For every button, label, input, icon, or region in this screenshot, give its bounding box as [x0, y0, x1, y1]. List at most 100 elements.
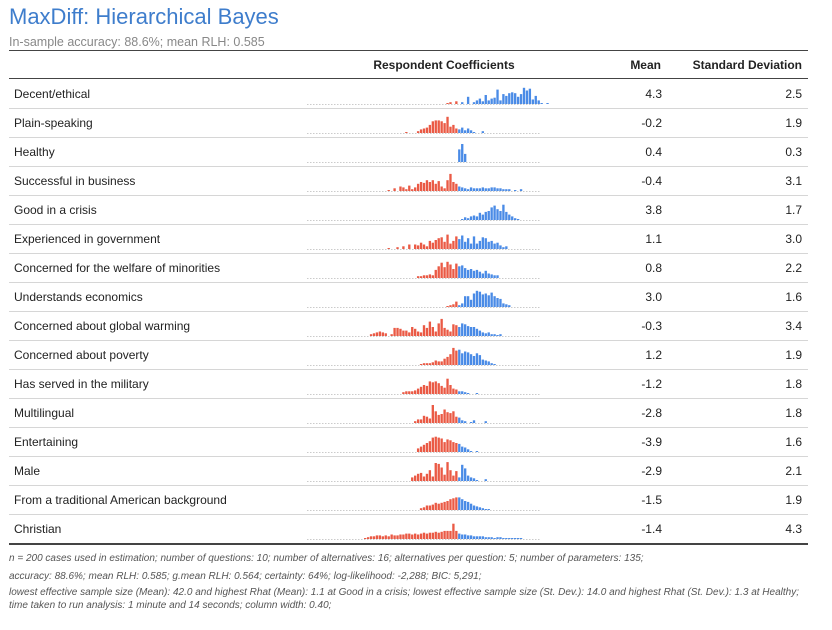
histogram-bar [481, 332, 484, 336]
histogram-bar [458, 417, 461, 423]
histogram-bar [478, 507, 482, 510]
histogram-bar [434, 331, 437, 336]
histogram-bar [437, 414, 440, 423]
coefficient-histogram [307, 523, 541, 540]
histogram-bar [516, 219, 520, 220]
histogram-bar [464, 447, 467, 452]
row-label: Entertaining [14, 435, 79, 449]
histogram-bar [484, 211, 487, 220]
mean-value: -2.8 [641, 406, 662, 420]
histogram-bar [434, 531, 437, 539]
histogram-bar [472, 356, 476, 365]
histogram-bar [516, 96, 520, 104]
sd-value: 2.1 [785, 464, 802, 478]
histogram-bar [440, 467, 443, 481]
histogram-bar [461, 323, 464, 336]
histogram-bar [452, 182, 455, 191]
histogram-bar [434, 183, 437, 191]
histogram-bar [440, 502, 443, 510]
histogram-bar [440, 186, 443, 191]
histogram-bar [440, 414, 443, 423]
histogram-bar [425, 275, 429, 278]
histogram-bar [461, 144, 464, 162]
histogram-bar [452, 388, 455, 394]
histogram-bar [428, 363, 432, 365]
coefficient-histogram [307, 378, 541, 395]
row-label: Multilingual [14, 406, 75, 420]
histogram-bar [428, 321, 432, 336]
histogram-bar [505, 211, 508, 220]
histogram-bar [458, 149, 461, 162]
histogram-bar [396, 535, 399, 539]
histogram-bar [484, 537, 487, 539]
histogram-bar [469, 130, 473, 133]
histogram-bar [396, 247, 399, 249]
histogram-bar [437, 532, 440, 539]
histogram-bar [378, 535, 382, 539]
mean-value: -1.2 [641, 377, 662, 391]
histogram-bar [443, 327, 446, 336]
histogram-bar [449, 264, 452, 278]
histogram-bar [455, 530, 458, 539]
footer-line-3: lowest effective sample size (Mean): 42.… [9, 587, 799, 611]
histogram-bar [466, 269, 470, 278]
histogram-bar [399, 186, 402, 191]
histogram-bar [449, 354, 452, 365]
histogram-bar [481, 131, 484, 133]
histogram-bar [466, 352, 470, 365]
histogram-bar [484, 293, 487, 307]
histogram-bar [481, 294, 484, 307]
histogram-bar [464, 351, 467, 365]
chart-subtitle: In-sample accuracy: 88.6%; mean RLH: 0.5… [9, 35, 265, 49]
table-row: Entertaining -3.9 1.6 [9, 427, 808, 457]
histogram-bar [519, 538, 523, 539]
histogram-bar [525, 90, 529, 104]
histogram-bar [475, 243, 479, 249]
histogram-bar [440, 361, 443, 365]
histogram-bar [408, 533, 411, 539]
histogram-bar [375, 535, 379, 539]
mean-value: -3.9 [641, 435, 662, 449]
histogram-bar [437, 463, 440, 481]
histogram-bar [449, 499, 452, 510]
histogram-bar [487, 361, 490, 365]
histogram-bar [452, 475, 455, 481]
histogram-bar [434, 436, 437, 452]
histogram-bar [411, 534, 414, 539]
histogram-bar [508, 189, 511, 191]
histogram-bar [402, 187, 405, 191]
sd-value: 3.1 [785, 174, 802, 188]
row-label: Healthy [14, 145, 55, 159]
histogram-bar [449, 470, 452, 481]
table-row: Christian -1.4 4.3 [9, 514, 808, 543]
coefficients-header: Respondent Coefficients [373, 58, 515, 72]
histogram-bar [434, 240, 437, 249]
histogram-bar [381, 536, 384, 539]
mean-value: 3.0 [645, 290, 662, 304]
sd-value: 1.9 [785, 116, 802, 130]
sd-value: 1.6 [785, 290, 802, 304]
histogram-bar [458, 327, 461, 336]
histogram-bar [481, 237, 484, 249]
histogram-bar [455, 389, 458, 394]
histogram-bar [419, 129, 423, 133]
histogram-bar [455, 497, 458, 510]
sd-value: 2.5 [785, 87, 802, 101]
histogram-bar [472, 420, 476, 423]
histogram-bar [461, 102, 464, 104]
histogram-bar [519, 189, 523, 191]
histogram-bar [464, 324, 467, 336]
row-label: Has served in the military [14, 377, 149, 391]
histogram-bar [434, 269, 437, 278]
histogram-bar [440, 318, 443, 336]
histogram-bar [384, 333, 387, 336]
histogram-bar [446, 501, 449, 510]
histogram-bar [449, 173, 452, 191]
histogram-bar [484, 270, 487, 278]
histogram-bar [393, 535, 396, 539]
histogram-bar [502, 189, 505, 191]
histogram-bar [505, 189, 508, 191]
histogram-bar [458, 533, 461, 539]
histogram-bar [487, 100, 490, 104]
top-rule [9, 50, 808, 51]
